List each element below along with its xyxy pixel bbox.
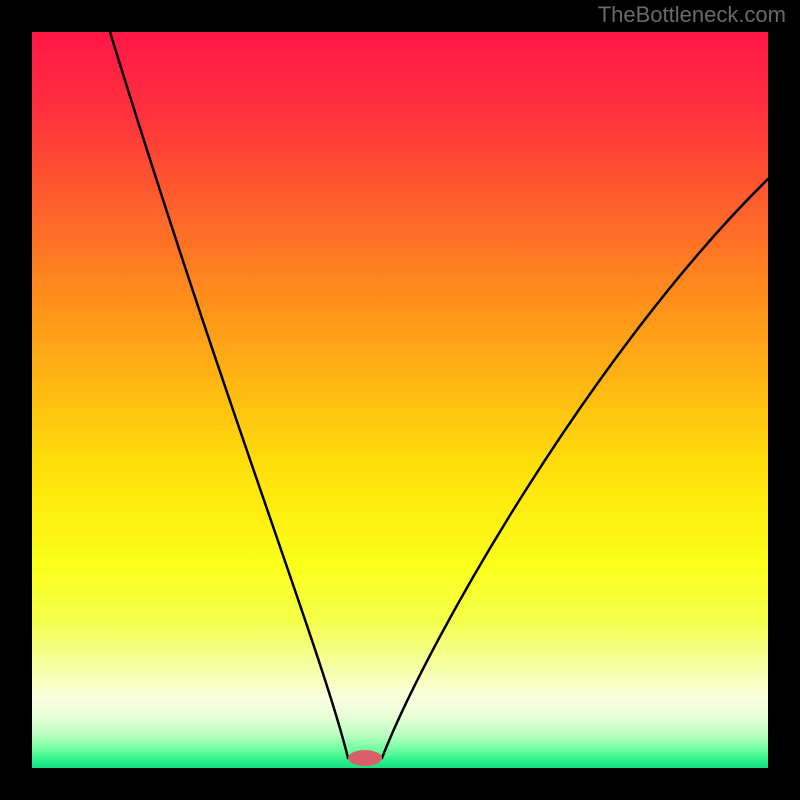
gradient-background bbox=[32, 32, 768, 768]
watermark-text: TheBottleneck.com bbox=[598, 2, 786, 28]
bottleneck-curve-chart bbox=[32, 32, 768, 768]
optimal-point-marker bbox=[348, 750, 382, 766]
plot-area bbox=[32, 32, 768, 768]
